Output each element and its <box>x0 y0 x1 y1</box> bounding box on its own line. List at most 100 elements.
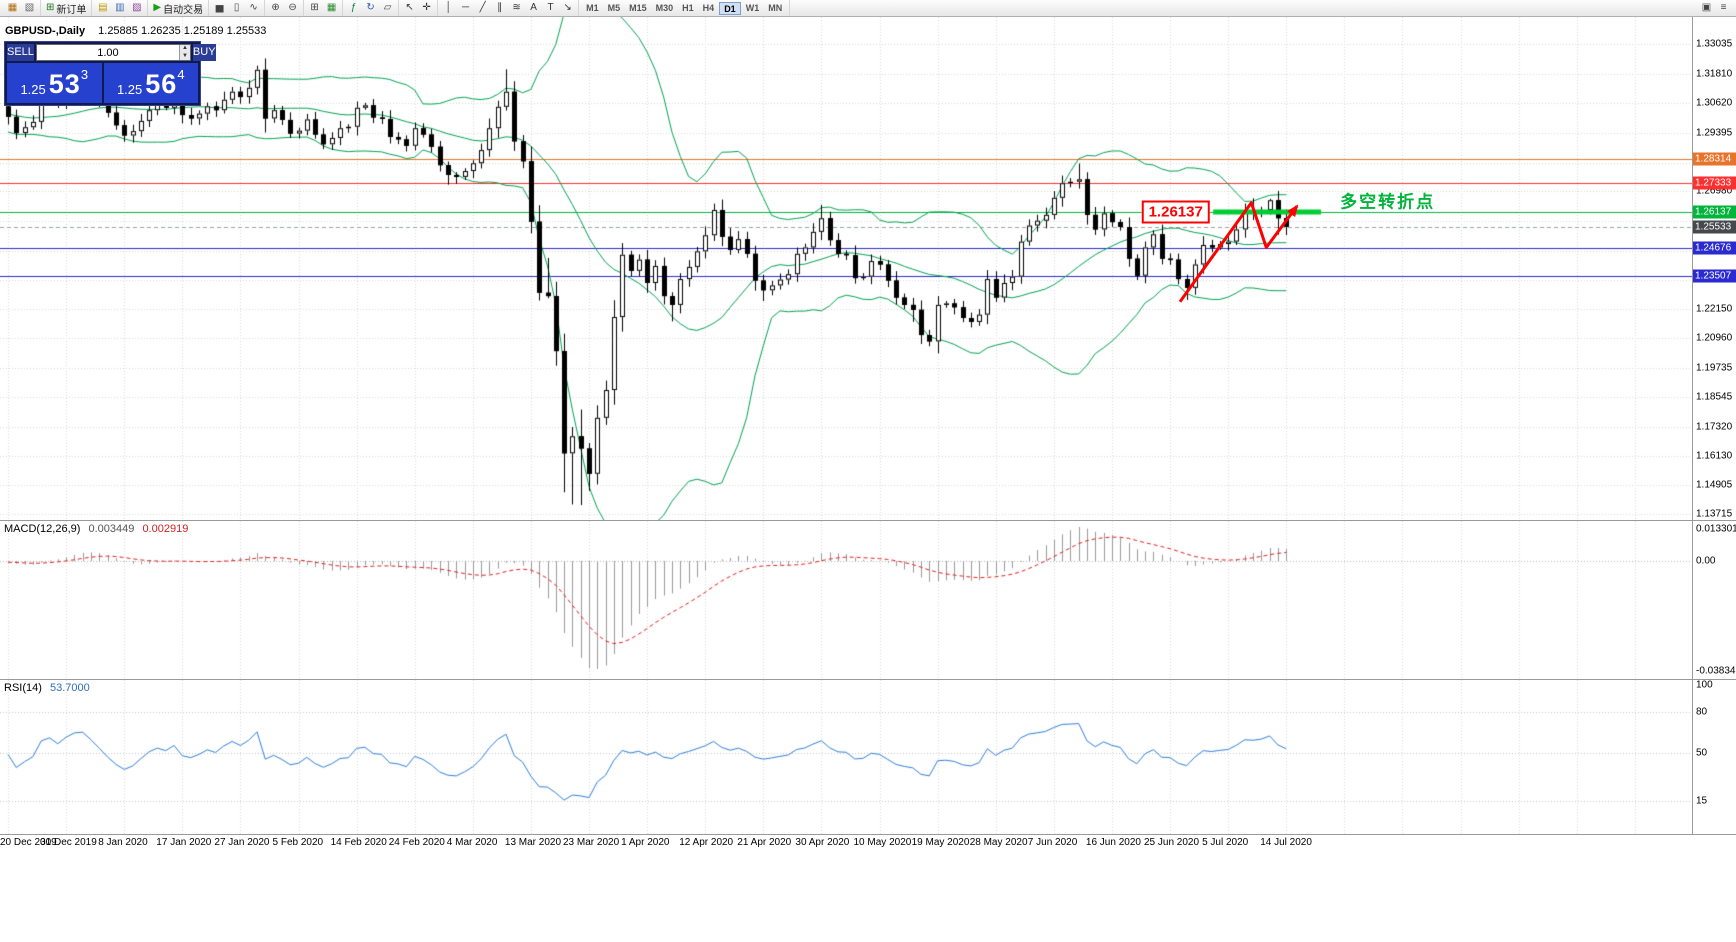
price-level-badge: 1.24676 <box>1693 241 1736 255</box>
fibonacci-icon: ≋ <box>512 2 521 13</box>
period-refresh-button[interactable]: ↻ <box>363 1 378 15</box>
toolbar-group-tools: ƒ ↻ ▱ <box>343 0 400 16</box>
profiles-button[interactable]: ▧ <box>22 1 37 15</box>
macd-name-label: MACD(12,26,9) <box>4 523 81 535</box>
macd-scale-zero: 0.00 <box>1696 555 1716 567</box>
bid-price-big: 53 <box>48 69 81 99</box>
timeframe-mn-button[interactable]: MN <box>768 2 783 13</box>
date-label: 23 Mar 2020 <box>563 837 620 848</box>
turning-point-note[interactable]: 多空转折点 <box>1340 192 1436 211</box>
price-level-badge: 1.27333 <box>1693 176 1736 190</box>
volume-box: ▲ ▼ <box>35 44 191 61</box>
horizontal-line-button[interactable]: ─ <box>458 1 473 15</box>
templates-button[interactable]: ▱ <box>380 1 395 15</box>
rsi-canvas[interactable] <box>0 680 1692 834</box>
date-label: 24 Feb 2020 <box>388 837 445 848</box>
tile-windows-button[interactable]: ⊞ <box>307 1 322 15</box>
date-label: 5 Feb 2020 <box>272 837 324 848</box>
indicators-button[interactable]: ƒ <box>346 1 361 15</box>
volume-up-button[interactable]: ▲ <box>179 45 190 53</box>
arrows-button[interactable]: ↘ <box>560 1 575 15</box>
rsi-scale-label: 50 <box>1696 747 1708 759</box>
date-label: 30 Dec 2019 <box>40 837 97 848</box>
new-order-button[interactable]: ⊞ 新订单 <box>44 1 88 16</box>
toolbar-group-charts: ▦ ▧ <box>2 0 41 16</box>
bar-chart-button[interactable]: ▅ <box>212 1 227 15</box>
timeframe-m1-button[interactable]: M1 <box>586 2 599 13</box>
date-label: 19 May 2020 <box>911 837 970 848</box>
auto-trading-icon: ▶ <box>153 2 162 13</box>
volume-down-button[interactable]: ▼ <box>179 52 190 60</box>
toolbar-menu-button[interactable]: ≡ <box>1716 1 1731 15</box>
price-level-badge: 1.23507 <box>1693 269 1736 283</box>
label-button[interactable]: T <box>543 1 558 15</box>
toolbar-group-layout: ⊞ ▦ <box>304 0 344 16</box>
volume-input[interactable] <box>36 45 179 60</box>
price-axis: 1.33035 1.31810 1.30620 1.29395 1.26980 1.221… <box>1692 17 1736 520</box>
macd-panel: MACD(12,26,9) 0.003449 0.002919 0.013301… <box>0 520 1736 679</box>
price-chart-canvas[interactable] <box>0 17 1692 520</box>
date-label: 21 Apr 2020 <box>737 837 792 848</box>
rsi-scale-label: 15 <box>1696 795 1708 807</box>
grid-icon: ▦ <box>326 2 337 13</box>
timeframe-m15-button[interactable]: M15 <box>629 2 647 13</box>
bar-chart-icon: ▅ <box>215 2 224 13</box>
arrange-windows-button[interactable]: ▣ <box>1699 1 1714 15</box>
price-tick-label: 1.33035 <box>1696 38 1733 50</box>
new-order-label: 新订单 <box>56 4 87 16</box>
toolbar-menu-icon: ≡ <box>1720 2 1727 13</box>
auto-trading-label: 自动交易 <box>163 4 204 16</box>
date-label: 25 Jun 2020 <box>1144 837 1200 848</box>
cursor-button[interactable]: ↖ <box>402 1 417 15</box>
new-chart-button[interactable]: ▦ <box>5 1 20 15</box>
time-axis[interactable]: 20 Dec 2019 30 Dec 2019 8 Jan 2020 17 Jan 2… <box>0 834 1736 851</box>
crosshair-button[interactable]: ✛ <box>419 1 434 15</box>
macd-canvas[interactable] <box>0 521 1692 679</box>
line-chart-button[interactable]: ∿ <box>246 1 261 15</box>
price-tick-label: 1.31810 <box>1696 68 1733 80</box>
navigator-icon: ▨ <box>132 2 142 13</box>
date-label: 10 May 2020 <box>853 837 912 848</box>
indicators-icon: ƒ <box>350 2 357 13</box>
channel-button[interactable]: ∥ <box>492 1 507 15</box>
cursor-icon: ↖ <box>405 2 414 13</box>
timeframe-h4-button[interactable]: H4 <box>702 2 715 13</box>
bid-price-sup: 3 <box>80 67 89 82</box>
zoom-out-button[interactable]: ⊖ <box>285 1 300 15</box>
navigator-button[interactable]: ▨ <box>129 1 144 15</box>
date-label: 13 Mar 2020 <box>504 837 562 848</box>
auto-trading-button[interactable]: ▶ 自动交易 <box>151 1 205 16</box>
date-label: 8 Jan 2020 <box>98 837 148 848</box>
bid-price-display[interactable]: 1.25 53 3 <box>7 63 102 103</box>
timeframe-m30-button[interactable]: M30 <box>655 2 674 13</box>
price-level-callout[interactable]: 1.26137 <box>1141 200 1210 224</box>
trendline-button[interactable]: ╱ <box>475 1 490 15</box>
toolbar-group-panels: ▤ ▥ ▨ <box>92 0 149 16</box>
candlestick-chart-button[interactable]: ▯ <box>229 1 244 15</box>
fibonacci-button[interactable]: ≋ <box>509 1 524 15</box>
ask-price-big: 56 <box>145 69 178 99</box>
buy-button[interactable]: BUY <box>192 44 216 61</box>
ask-price-small: 1.25 <box>116 82 143 97</box>
date-label: 20 Dec 2019 <box>0 837 57 848</box>
vertical-line-button[interactable]: │ <box>441 1 456 15</box>
rsi-scale-label: 80 <box>1696 706 1708 718</box>
text-button[interactable]: A <box>526 1 541 15</box>
timeframe-h1-button[interactable]: H1 <box>682 2 694 13</box>
grid-button[interactable]: ▦ <box>324 1 339 15</box>
macd-main-value: 0.003449 <box>88 523 135 535</box>
zoom-in-button[interactable]: ⊕ <box>268 1 283 15</box>
market-watch-button[interactable]: ▤ <box>95 1 110 15</box>
timeframe-w1-button[interactable]: W1 <box>745 2 760 13</box>
data-window-button[interactable]: ▥ <box>112 1 127 15</box>
rsi-axis: 100 80 50 15 <box>1692 680 1736 834</box>
empty-area <box>0 851 1736 941</box>
toolbar-group-draw-tools: │ ─ ╱ ∥ ≋ A T ↘ <box>438 0 580 16</box>
date-label: 4 Mar 2020 <box>446 837 498 848</box>
timeframe-d1-button[interactable]: D1 <box>719 1 741 15</box>
bid-price-small: 1.25 <box>20 82 46 97</box>
sell-button[interactable]: SELL <box>7 44 34 61</box>
timeframe-m5-button[interactable]: M5 <box>607 2 621 13</box>
rsi-label-row: RSI(14) 53.7000 <box>4 682 90 694</box>
ask-price-display[interactable]: 1.25 56 4 <box>103 63 198 103</box>
